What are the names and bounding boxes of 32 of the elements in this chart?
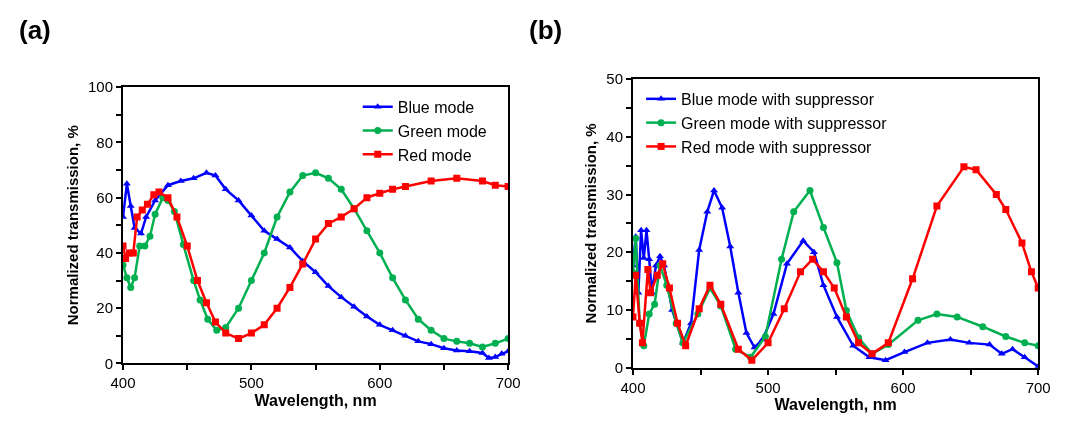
x-axis-title: Wavelength, nm xyxy=(254,391,377,409)
y-tick-label: 40 xyxy=(606,128,623,146)
y-tick-label: 40 xyxy=(96,244,114,262)
chart-title: (b) xyxy=(529,15,563,45)
x-axis-title: Wavelength, nm xyxy=(774,395,897,413)
legend-label: Green mode xyxy=(397,122,487,140)
x-tick-label: 500 xyxy=(755,378,781,396)
chart-title: (a) xyxy=(19,15,51,45)
y-tick-label: 0 xyxy=(104,354,114,372)
legend-label: Blue mode xyxy=(397,98,475,116)
x-tick-label: 500 xyxy=(238,374,264,392)
x-tick-label: 600 xyxy=(890,378,916,396)
x-tick-label: 700 xyxy=(495,374,521,392)
y-tick-label: 60 xyxy=(96,188,114,206)
y-tick-label: 100 xyxy=(88,78,114,96)
y-tick-label: 80 xyxy=(96,133,114,151)
legend-label: Red mode xyxy=(397,146,472,164)
y-tick-label: 20 xyxy=(96,299,114,317)
x-tick-label: 400 xyxy=(110,374,136,392)
y-tick-label: 0 xyxy=(614,358,623,376)
y-tick-label: 30 xyxy=(606,185,623,203)
y-axis-title: Normalized transmission, % xyxy=(63,125,81,326)
y-tick-label: 20 xyxy=(606,243,623,261)
y-axis-title: Normalized transmission, % xyxy=(582,123,600,324)
x-tick-label: 700 xyxy=(1025,378,1051,396)
y-tick-label: 50 xyxy=(606,70,623,88)
x-tick-label: 600 xyxy=(367,374,393,392)
legend-label: Blue mode with suppressor xyxy=(681,91,875,109)
legend-label: Red mode with suppressor xyxy=(681,138,873,156)
x-tick-label: 400 xyxy=(620,378,646,396)
legend-label: Green mode with suppressor xyxy=(681,114,888,132)
y-tick-label: 10 xyxy=(606,301,623,319)
